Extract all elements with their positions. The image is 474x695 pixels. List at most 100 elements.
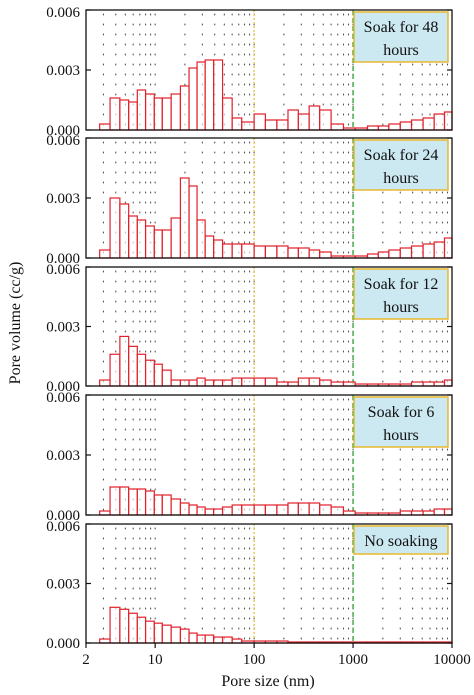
legend-box: Soak for 48 hours xyxy=(353,11,449,63)
panel-5: 0.000 0.003 0.006 No soaking xyxy=(46,519,453,652)
bar xyxy=(410,119,424,131)
y-tick-label: 0.003 xyxy=(46,448,80,464)
legend-frame xyxy=(353,268,449,320)
bar xyxy=(276,245,289,259)
bar xyxy=(136,89,147,131)
bar xyxy=(213,379,224,387)
y-axis-title: Pore volume (cc/g) xyxy=(7,262,24,385)
bar xyxy=(128,215,138,259)
bar xyxy=(433,113,446,131)
legend-label: hours xyxy=(383,299,419,316)
bar xyxy=(109,606,121,644)
bar xyxy=(99,379,111,387)
bar xyxy=(264,119,278,131)
bar xyxy=(253,245,266,259)
bar xyxy=(287,502,299,516)
bar xyxy=(161,369,172,387)
bar xyxy=(128,345,138,387)
bar xyxy=(109,97,121,131)
y-tick-label: 0.006 xyxy=(46,5,80,21)
bar xyxy=(136,219,147,259)
bar xyxy=(128,101,138,131)
bar xyxy=(308,502,321,516)
bar xyxy=(253,504,266,516)
bar xyxy=(153,494,163,516)
bar xyxy=(128,488,138,516)
bar xyxy=(136,616,147,644)
y-tick-label: 0.003 xyxy=(46,577,80,593)
bar xyxy=(196,219,206,259)
bars xyxy=(99,335,453,387)
x-tick-label: 100 xyxy=(243,652,266,668)
bar xyxy=(221,636,233,644)
bar xyxy=(179,628,190,644)
bar xyxy=(109,353,121,387)
bar xyxy=(264,504,278,516)
bar xyxy=(213,508,224,516)
bar xyxy=(213,239,224,259)
bar xyxy=(297,247,310,259)
bar xyxy=(179,85,190,131)
bar xyxy=(399,247,413,259)
bar xyxy=(319,504,332,516)
bar xyxy=(170,626,182,644)
bar xyxy=(231,504,243,516)
bar xyxy=(119,99,130,131)
legend-box: No soaking xyxy=(353,525,449,555)
bar xyxy=(276,504,289,516)
bar xyxy=(308,249,321,259)
bar xyxy=(109,197,121,259)
bar xyxy=(221,506,233,516)
bar xyxy=(144,359,155,387)
bar xyxy=(297,113,310,131)
bar xyxy=(119,203,130,259)
bar xyxy=(433,241,446,259)
y-tick-label: 0.003 xyxy=(46,63,80,79)
bar xyxy=(170,498,182,516)
legend-frame xyxy=(353,139,449,191)
bar xyxy=(276,119,289,131)
bar xyxy=(153,229,163,259)
bar xyxy=(161,624,172,644)
bar xyxy=(153,97,163,131)
legend-label: Soak for 12 xyxy=(364,276,439,293)
legend-box: Soak for 6 hours xyxy=(353,396,449,448)
bar xyxy=(410,245,424,259)
bar xyxy=(204,634,215,644)
bar xyxy=(188,504,198,516)
bar xyxy=(170,93,182,131)
y-tick-label: 0.006 xyxy=(46,519,80,535)
bar xyxy=(297,377,310,387)
bar xyxy=(330,123,345,131)
bar xyxy=(388,249,401,259)
bar xyxy=(179,502,190,516)
bar xyxy=(161,97,172,131)
legend-label: hours xyxy=(383,42,419,59)
bar xyxy=(443,237,453,259)
bar xyxy=(319,251,332,259)
bar xyxy=(188,632,198,644)
x-tick-label: 2 xyxy=(82,652,90,668)
bar xyxy=(264,245,278,259)
bar xyxy=(170,217,182,259)
bar xyxy=(399,121,413,131)
bar xyxy=(144,490,155,516)
bar xyxy=(319,109,332,131)
bar xyxy=(231,117,243,131)
bar xyxy=(221,97,233,131)
bar xyxy=(330,506,345,516)
legend-label: Soak for 6 xyxy=(368,404,435,421)
bar xyxy=(144,620,155,644)
bar xyxy=(241,243,255,259)
bar xyxy=(136,353,147,387)
bar xyxy=(188,185,198,259)
bar xyxy=(231,243,243,259)
legend-box: Soak for 12 hours xyxy=(353,268,449,320)
legend-label: No soaking xyxy=(364,533,437,550)
bar xyxy=(204,235,215,259)
panel-1: 0.000 0.003 0.006 Soak for 48 hours xyxy=(46,5,453,139)
x-axis-title: Pore size (nm) xyxy=(221,673,314,690)
bar xyxy=(264,377,278,387)
bar xyxy=(221,243,233,259)
y-tick-label: 0.000 xyxy=(46,636,80,652)
